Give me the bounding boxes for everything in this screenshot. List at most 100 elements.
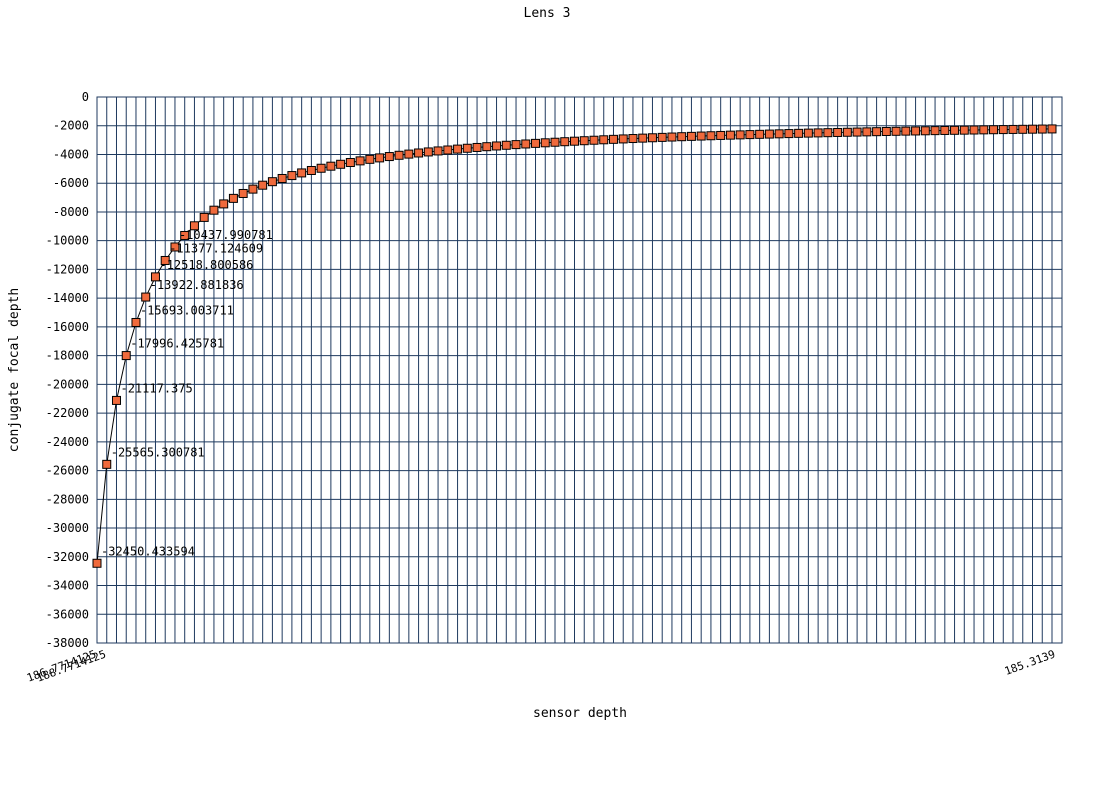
data-point <box>628 134 638 144</box>
data-point <box>842 127 852 137</box>
data-label: -12518.800586 <box>159 258 253 272</box>
y-tick-label: -22000 <box>46 406 89 420</box>
data-point <box>248 184 258 194</box>
data-point <box>570 136 579 146</box>
y-axis-ticks: 0 -2000 -4000 -6000 -8000 -10000 -12000 -14000 -… <box>46 90 89 650</box>
data-point <box>784 129 794 139</box>
data-point <box>355 156 365 166</box>
data-point <box>511 140 521 150</box>
data-point <box>950 125 960 135</box>
data-point <box>803 128 813 138</box>
data-point <box>453 144 463 154</box>
data-point <box>1018 124 1028 134</box>
x-tick-label: 185.3139 <box>1003 648 1057 678</box>
data-point <box>462 143 472 153</box>
y-tick-label: -24000 <box>46 435 89 449</box>
data-label: -21117.375 <box>120 381 192 395</box>
y-tick-label: -6000 <box>53 176 89 190</box>
y-tick-label: -36000 <box>46 607 89 621</box>
data-point <box>375 153 385 163</box>
data-point <box>589 135 599 145</box>
data-point <box>394 150 404 160</box>
data-point <box>862 127 872 137</box>
data-point <box>199 212 209 222</box>
y-tick-label: -14000 <box>46 291 89 305</box>
data-point <box>121 351 131 361</box>
data-point <box>550 137 560 147</box>
data-point <box>1047 124 1057 134</box>
data-point <box>647 133 657 143</box>
data-point <box>833 127 843 137</box>
plot-area <box>96 96 1063 644</box>
data-point <box>336 159 346 169</box>
data-point <box>657 132 667 142</box>
data-point <box>414 148 424 158</box>
y-tick-label: -18000 <box>46 349 89 363</box>
data-point <box>891 126 901 136</box>
data-point <box>881 126 891 136</box>
data-point <box>384 152 394 162</box>
data-point <box>131 317 141 327</box>
data-point <box>725 130 735 140</box>
data-point <box>111 395 121 405</box>
data-label: -15693.003711 <box>140 303 234 317</box>
series-line <box>92 124 1057 568</box>
y-tick-label: -20000 <box>46 377 89 391</box>
data-labels: -32450.433594 -25565.300781 -21117.375 -179… <box>101 228 273 558</box>
data-label: -13922.881836 <box>150 278 244 292</box>
y-axis-label: conjugate focal depth <box>7 288 22 452</box>
data-point <box>599 135 609 145</box>
data-point <box>472 142 482 152</box>
data-point <box>608 134 618 144</box>
data-point <box>764 129 774 139</box>
data-point <box>745 130 755 140</box>
y-tick-label: -28000 <box>46 492 89 506</box>
data-point <box>852 127 862 137</box>
data-point <box>1028 124 1038 134</box>
data-point <box>998 125 1008 135</box>
data-point <box>1008 124 1018 134</box>
y-tick-label: -10000 <box>46 234 89 248</box>
data-point <box>755 129 765 139</box>
data-point <box>92 558 102 568</box>
data-point <box>930 126 940 136</box>
data-point <box>238 188 248 198</box>
data-point <box>794 128 804 138</box>
data-point <box>160 255 170 265</box>
data-point <box>1037 124 1047 134</box>
data-point <box>774 129 784 139</box>
data-point <box>170 242 180 252</box>
data-point <box>911 126 921 136</box>
data-point <box>326 161 336 171</box>
data-point <box>989 125 999 135</box>
data-point <box>696 131 706 141</box>
y-tick-label: -4000 <box>53 147 89 161</box>
data-point <box>677 132 687 142</box>
y-tick-label: -34000 <box>46 579 89 593</box>
data-point <box>813 128 823 138</box>
data-point <box>150 272 160 282</box>
y-tick-label: -30000 <box>46 521 89 535</box>
y-tick-label: -38000 <box>46 636 89 650</box>
data-point <box>706 131 716 141</box>
data-label: -32450.433594 <box>101 544 195 558</box>
data-point <box>404 149 414 159</box>
data-point <box>365 154 375 164</box>
y-tick-label: -12000 <box>46 262 89 276</box>
y-tick-label: -2000 <box>53 119 89 133</box>
data-point <box>277 173 287 183</box>
data-point <box>667 132 677 142</box>
grid <box>96 96 1063 644</box>
y-tick-label: -8000 <box>53 205 89 219</box>
data-point <box>443 145 453 155</box>
data-point <box>219 199 229 209</box>
data-point <box>316 163 326 173</box>
data-label: -17996.425781 <box>130 337 224 351</box>
data-point <box>540 138 550 148</box>
data-point <box>716 130 726 140</box>
data-point <box>735 130 745 140</box>
data-point <box>180 230 190 240</box>
data-point <box>979 125 989 135</box>
